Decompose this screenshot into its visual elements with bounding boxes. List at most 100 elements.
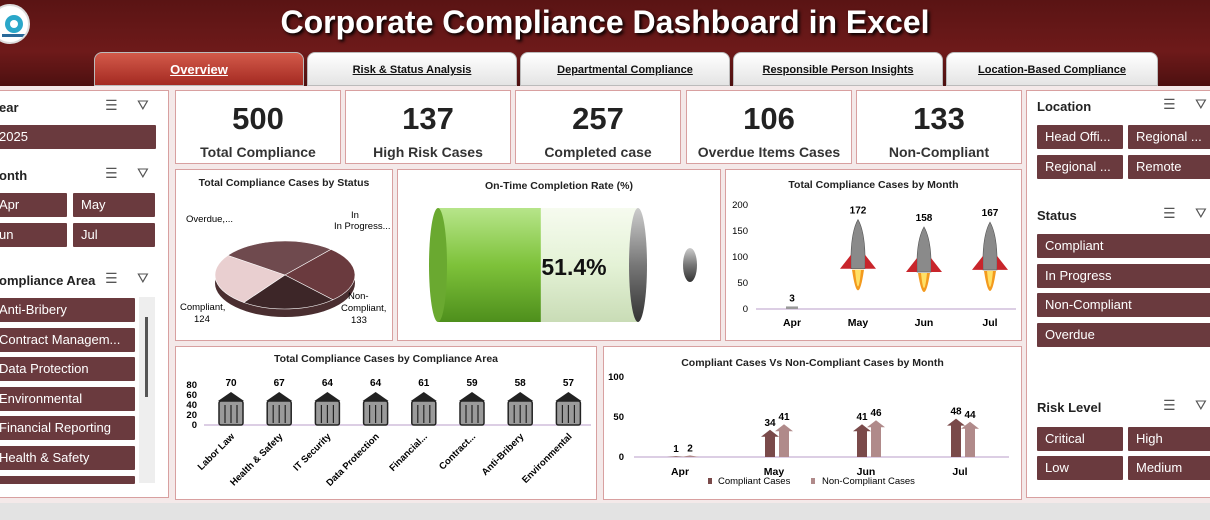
status-option-non-compliant[interactable]: Non-Compliant	[1037, 293, 1210, 317]
chart-title: Total Compliance Cases by Month	[788, 179, 959, 191]
pie-label-inprogress-line1: In	[351, 210, 359, 221]
silo-roof	[555, 392, 582, 401]
data-label: 46	[870, 408, 882, 419]
x-tick-label: Apr	[671, 466, 689, 478]
battery-terminal	[683, 248, 697, 282]
completion-rate-value: 51.4%	[541, 254, 606, 280]
battery-left-end	[429, 208, 447, 322]
pie-slice-1[interactable]	[227, 240, 332, 276]
month-option-jul[interactable]: Jul	[73, 223, 155, 247]
month-option-jun[interactable]: un	[0, 223, 67, 247]
rocket-flame-core	[921, 273, 927, 289]
multi-select-icon[interactable]: ☰	[1163, 205, 1176, 221]
area-option-environmental[interactable]: Environmental	[0, 387, 135, 411]
compliance-area-slicer-title: ompliance Area	[0, 273, 96, 288]
arrow-bar[interactable]	[947, 418, 965, 457]
kpi-label: Total Compliance	[200, 144, 316, 160]
y-tick-label: 100	[732, 252, 748, 263]
location-option-head-office[interactable]: Head Offi...	[1037, 125, 1123, 149]
status-pie-chart-panel: Total Compliance Cases by Status Overdue…	[175, 169, 393, 341]
clear-filter-icon[interactable]: ⛛	[137, 165, 149, 181]
multi-select-icon[interactable]: ☰	[1163, 397, 1176, 413]
month-option-may[interactable]: May	[73, 193, 155, 217]
arrow-bar[interactable]	[853, 424, 871, 457]
arrow-bar[interactable]	[681, 455, 699, 457]
y-tick-label: 200	[732, 200, 748, 211]
area-scrollbar[interactable]	[139, 297, 155, 483]
month-slicer-title: onth	[0, 168, 28, 183]
arrow-bar[interactable]	[961, 421, 979, 457]
arrow-bar[interactable]	[761, 429, 779, 457]
multi-select-icon[interactable]: ☰	[1163, 96, 1176, 112]
area-option-partial[interactable]	[0, 476, 135, 484]
tab-location-based-compliance[interactable]: Location-Based Compliance	[946, 52, 1158, 86]
x-tick-label: Jul	[982, 317, 997, 329]
data-label: 172	[850, 206, 867, 217]
area-option-anti-bribery[interactable]: Anti-Bribery	[0, 298, 135, 322]
status-option-overdue[interactable]: Overdue	[1037, 323, 1210, 347]
x-tick-label: Jul	[952, 466, 967, 478]
data-label: 41	[778, 412, 790, 423]
arrow-bar[interactable]	[775, 424, 793, 457]
year-slicer-title: ear	[0, 100, 19, 115]
x-tick-label: Data Protection	[324, 431, 382, 489]
pie-slice-3[interactable]	[243, 274, 334, 310]
silo-roof	[410, 392, 437, 401]
month-option-apr[interactable]: Apr	[0, 193, 67, 217]
tab-departmental-compliance[interactable]: Departmental Compliance	[520, 52, 730, 86]
x-tick-label: Environmental	[520, 431, 574, 485]
status-option-compliant[interactable]: Compliant	[1037, 234, 1210, 258]
kpi-label: High Risk Cases	[373, 144, 483, 160]
data-label: 3	[789, 293, 795, 304]
clear-filter-icon[interactable]: ⛛	[1195, 205, 1207, 221]
y-tick-label: 50	[737, 278, 748, 289]
clear-filter-icon[interactable]: ⛛	[1195, 397, 1207, 413]
y-tick-label: 150	[732, 226, 748, 237]
x-tick-label: IT Security	[291, 431, 334, 474]
tab-responsible-person-insights[interactable]: Responsible Person Insights	[733, 52, 943, 86]
area-option-financial-reporting[interactable]: Financial Reporting	[0, 416, 135, 440]
x-tick-label: Jun	[915, 317, 934, 329]
silo-roof	[218, 392, 244, 401]
area-option-health-safety[interactable]: Health & Safety	[0, 446, 135, 470]
arrow-bar[interactable]	[867, 420, 885, 457]
silo-roof	[362, 392, 389, 401]
status-option-in-progress[interactable]: In Progress	[1037, 264, 1210, 288]
risk-option-low[interactable]: Low	[1037, 456, 1123, 480]
data-label: 64	[370, 378, 382, 389]
area-option-data-protection[interactable]: Data Protection	[0, 357, 135, 381]
y-tick-label: 0	[619, 452, 624, 463]
multi-select-icon[interactable]: ☰	[105, 97, 118, 113]
data-label: 59	[466, 378, 478, 389]
y-tick-label: 20	[186, 410, 197, 421]
clear-filter-icon[interactable]: ⛛	[137, 97, 149, 113]
tab-risk-status-analysis[interactable]: Risk & Status Analysis	[307, 52, 517, 86]
risk-option-high[interactable]: High	[1128, 427, 1210, 451]
pie-value-noncompliant: 133	[351, 315, 367, 326]
scrollbar-thumb[interactable]	[145, 317, 148, 397]
data-label: 1	[673, 444, 679, 455]
data-label: 64	[322, 378, 334, 389]
location-option-remote[interactable]: Remote	[1128, 155, 1210, 179]
kpi-label: Overdue Items Cases	[697, 144, 841, 160]
multi-select-icon[interactable]: ☰	[105, 165, 118, 181]
clear-filter-icon[interactable]: ⛛	[1195, 96, 1207, 112]
kpi-card-high-risk: 137 High Risk Cases	[345, 90, 511, 164]
location-option-regional-2[interactable]: Regional ...	[1037, 155, 1123, 179]
chart-title: Total Compliance Cases by Status	[198, 177, 370, 189]
tab-overview[interactable]: Overview	[94, 52, 304, 86]
multi-select-icon[interactable]: ☰	[105, 270, 118, 286]
area-option-contract-management[interactable]: Contract Managem...	[0, 328, 135, 352]
pie-slice-0[interactable]	[214, 255, 286, 303]
right-slicer-panel: Location ☰ ⛛ Head Offi... Regional ... R…	[1026, 90, 1210, 498]
risk-option-medium[interactable]: Medium	[1128, 456, 1210, 480]
y-tick-label: 60	[186, 390, 197, 401]
location-option-regional-1[interactable]: Regional ...	[1128, 125, 1210, 149]
pie-slice-2[interactable]	[284, 249, 356, 301]
clear-filter-icon[interactable]: ⛛	[137, 270, 149, 286]
year-option-2025[interactable]: 2025	[0, 125, 156, 149]
y-tick-label: 0	[192, 420, 197, 431]
rocket-fin	[906, 258, 917, 273]
arrow-bar[interactable]	[667, 456, 685, 457]
risk-option-critical[interactable]: Critical	[1037, 427, 1123, 451]
